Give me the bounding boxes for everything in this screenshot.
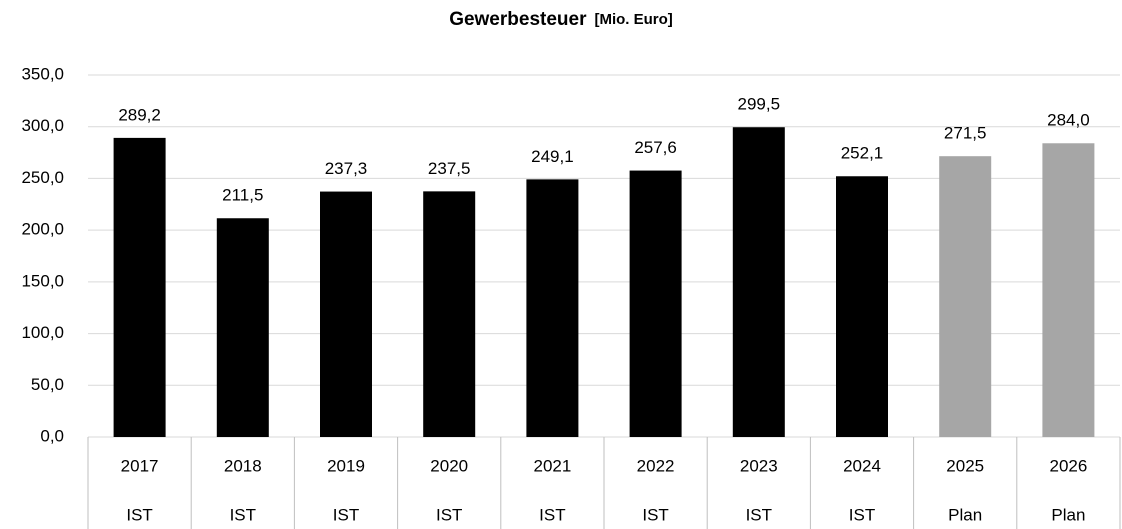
x-group-label: IST	[849, 505, 875, 524]
value-label: 299,5	[738, 95, 781, 114]
x-group-label: Plan	[1051, 505, 1085, 524]
x-group-label: IST	[230, 505, 256, 524]
bar	[423, 191, 476, 437]
y-tick-label: 200,0	[21, 220, 64, 239]
value-label: 252,1	[841, 144, 884, 163]
x-group-label: Plan	[948, 505, 982, 524]
x-group-label: IST	[436, 505, 462, 524]
x-tick-label: 2021	[533, 456, 571, 475]
y-tick-label: 50,0	[31, 375, 64, 394]
x-tick-label: 2023	[740, 456, 778, 475]
y-tick-label: 0,0	[40, 426, 64, 445]
value-label: 289,2	[118, 105, 161, 124]
title-unit: [Mio. Euro]	[594, 11, 672, 28]
value-label: 237,5	[428, 159, 471, 178]
x-tick-label: 2018	[224, 456, 262, 475]
y-tick-label: 350,0	[21, 64, 64, 83]
x-group-label: IST	[642, 505, 668, 524]
bar	[629, 170, 682, 437]
value-label: 257,6	[634, 138, 677, 157]
x-tick-label: 2019	[327, 456, 365, 475]
y-tick-label: 100,0	[21, 323, 64, 342]
y-tick-label: 150,0	[21, 271, 64, 290]
value-label: 249,1	[531, 147, 574, 166]
x-tick-label: 2017	[121, 456, 159, 475]
bar	[732, 127, 785, 437]
bar	[113, 137, 166, 437]
x-tick-label: 2020	[430, 456, 468, 475]
x-group-label: IST	[539, 505, 565, 524]
bar	[526, 179, 579, 437]
value-label: 237,3	[325, 159, 368, 178]
bar	[1042, 143, 1095, 437]
bar	[939, 156, 992, 438]
value-label: 284,0	[1047, 111, 1090, 130]
x-tick-label: 2026	[1049, 456, 1087, 475]
x-group-label: IST	[746, 505, 772, 524]
x-tick-label: 2022	[637, 456, 675, 475]
value-label: 271,5	[944, 124, 987, 143]
title-main: Gewerbesteuer	[449, 9, 587, 30]
y-tick-label: 250,0	[21, 168, 64, 187]
bar	[216, 218, 269, 437]
x-group-label: IST	[126, 505, 152, 524]
x-group-label: IST	[333, 505, 359, 524]
x-tick-label: 2025	[946, 456, 984, 475]
value-label: 211,5	[222, 186, 263, 205]
chart-title: Gewerbesteuer [Mio. Euro]	[449, 9, 673, 30]
x-tick-label: 2024	[843, 456, 881, 475]
bar	[836, 176, 888, 437]
y-tick-label: 300,0	[21, 116, 64, 135]
bar	[320, 191, 372, 437]
